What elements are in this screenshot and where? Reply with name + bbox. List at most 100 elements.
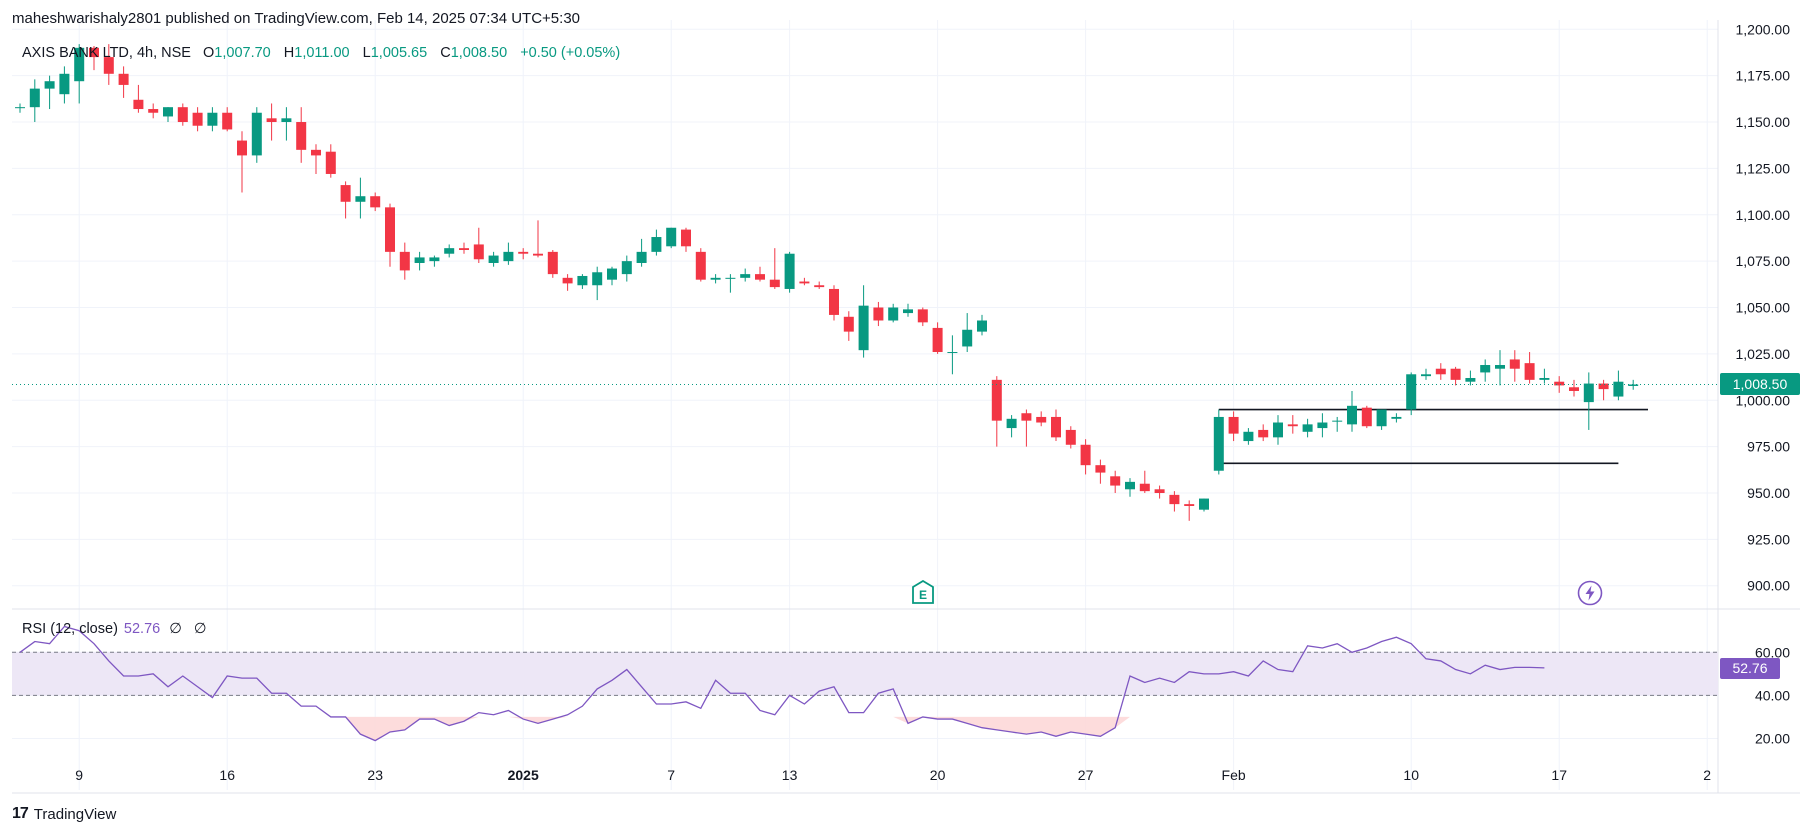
horizontal-lines[interactable]: [1218, 408, 1648, 465]
candle-body: [1213, 416, 1224, 471]
candle: [399, 242, 410, 280]
candle: [829, 285, 839, 321]
rsi-axis[interactable]: 20.00 40.00 60.00: [1755, 644, 1790, 746]
lightning-bolt-icon[interactable]: [1577, 580, 1603, 606]
candle-body: [710, 277, 721, 280]
rsi-line[interactable]: [19, 625, 1545, 742]
candle-body: [1243, 431, 1254, 442]
open-key: O: [203, 45, 215, 61]
candle: [459, 242, 469, 254]
candle: [503, 242, 514, 265]
candle-body: [740, 274, 751, 278]
candle-body: [1095, 465, 1106, 473]
candle-body: [192, 112, 203, 126]
candle: [932, 322, 943, 354]
candle: [799, 277, 810, 286]
price-tick-label: 1,175.00: [1736, 68, 1791, 84]
rsi-legend: RSI (12, close) 52.76 ∅ ∅: [22, 621, 218, 637]
rsi-null-1: ∅: [169, 621, 182, 637]
candle: [962, 313, 973, 353]
time-axis[interactable]: 9 16 23 2025 7 13 20 27 Feb 10 17 2: [75, 767, 1711, 783]
publisher-line: maheshwarishaly2801 published on Trading…: [12, 10, 581, 27]
candle-body: [1391, 416, 1402, 419]
price-tick-label: 1,100.00: [1736, 207, 1791, 223]
rsi-value: 52.76: [123, 621, 161, 637]
price-tick-label: 900.00: [1747, 578, 1790, 594]
candle-body: [1376, 409, 1387, 427]
candle: [710, 274, 721, 284]
candle: [636, 238, 647, 267]
candle: [340, 181, 351, 219]
candle-body: [873, 307, 884, 321]
candle: [1569, 379, 1579, 397]
candle-body: [1006, 418, 1017, 429]
price-tick-label: 1,050.00: [1736, 300, 1791, 316]
candle: [355, 177, 366, 219]
time-tick-label: 23: [367, 767, 383, 783]
candle-body: [1021, 413, 1032, 421]
candle-body: [1509, 359, 1520, 369]
candle-body: [355, 196, 366, 202]
candle: [177, 103, 188, 126]
tradingview-logo[interactable]: 17 TradingView: [12, 805, 116, 823]
rsi-tick-label: 60.00: [1755, 644, 1790, 660]
candle-body: [1332, 420, 1343, 422]
candle: [311, 144, 321, 174]
candle-body: [607, 268, 617, 280]
candle-body: [917, 309, 928, 323]
rsi-label[interactable]: RSI (12, close): [22, 621, 118, 637]
candle-body: [991, 379, 1002, 421]
candle: [1125, 478, 1135, 497]
candle: [1287, 415, 1298, 434]
candle: [1095, 459, 1106, 484]
time-tick-label: 16: [219, 767, 235, 783]
candle-body: [177, 107, 188, 123]
earnings-e-icon[interactable]: E: [911, 580, 935, 604]
candle-body: [503, 251, 514, 262]
price-axis[interactable]: 900.00 925.00 950.00 975.00 1,000.00 1,025.00…: [1736, 21, 1791, 593]
time-tick-label: 17: [1551, 767, 1567, 783]
candle: [1450, 366, 1461, 386]
candle: [1110, 470, 1121, 493]
candle: [977, 314, 987, 336]
candle: [1332, 416, 1343, 432]
candle: [888, 303, 899, 323]
candle-body: [296, 122, 307, 150]
candle: [1465, 370, 1476, 386]
candle-body: [459, 248, 469, 251]
rsi-null-2: ∅: [193, 621, 207, 637]
candle: [1258, 424, 1269, 442]
candle: [1302, 418, 1313, 438]
candle-body: [59, 73, 70, 95]
candle: [1421, 368, 1431, 380]
candle: [1628, 379, 1639, 390]
low-key: L: [362, 45, 371, 61]
candle-body: [414, 257, 425, 263]
candle: [222, 107, 233, 132]
candle-body: [1199, 498, 1209, 510]
candles[interactable]: [15, 44, 1639, 521]
candle-body: [429, 257, 440, 262]
time-tick-label: 9: [75, 767, 83, 783]
candle-body: [385, 207, 395, 252]
candle-body: [222, 112, 233, 130]
candle-body: [1480, 365, 1491, 373]
candle-body: [444, 248, 455, 254]
candle-body: [488, 255, 499, 263]
candle-body: [1080, 444, 1091, 466]
candle-body: [1539, 377, 1550, 380]
time-tick-label: 10: [1403, 767, 1419, 783]
candle: [1376, 409, 1387, 430]
candle: [873, 301, 884, 327]
candle: [1317, 413, 1328, 438]
candle: [15, 103, 25, 113]
candle: [1021, 409, 1032, 447]
candle: [1613, 370, 1624, 401]
candle-body: [799, 281, 810, 284]
candle-body: [1228, 416, 1239, 434]
candle: [44, 75, 55, 110]
candle: [1065, 426, 1076, 449]
candle: [784, 251, 795, 293]
symbol-name[interactable]: AXIS BANK LTD, 4h, NSE: [22, 45, 191, 61]
